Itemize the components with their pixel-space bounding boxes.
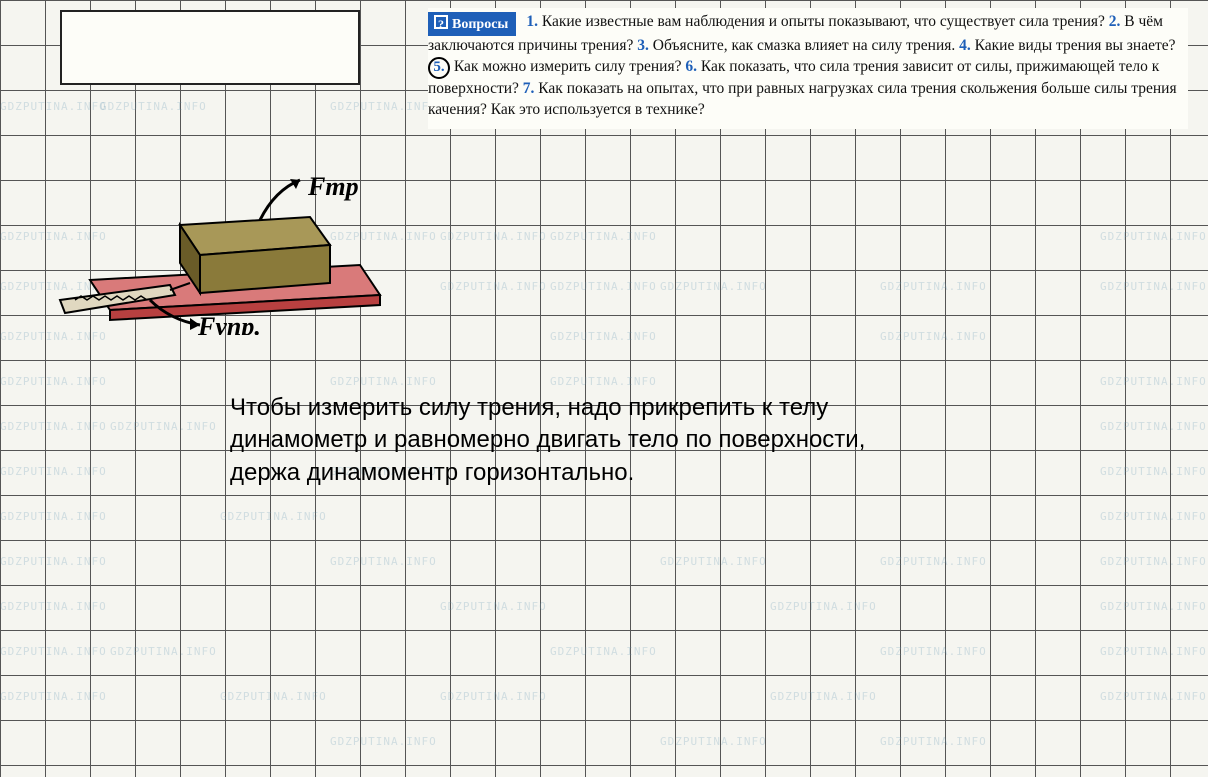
watermark-text: GDZPUTINA.INFO — [330, 555, 437, 568]
watermark-text: GDZPUTINA.INFO — [660, 280, 767, 293]
q5-number-circled: 5. — [428, 57, 450, 79]
watermark-text: GDZPUTINA.INFO — [880, 280, 987, 293]
watermark-text: GDZPUTINA.INFO — [330, 375, 437, 388]
answer-line-3: держа динамоментр горизонтально. — [230, 457, 990, 489]
watermark-text: GDZPUTINA.INFO — [1100, 420, 1207, 433]
watermark-text: GDZPUTINA.INFO — [1100, 555, 1207, 568]
questions-text: 1. Какие известные вам наблюдения и опыт… — [428, 13, 1177, 118]
q3-text: Объясните, как смазка влияет на силу тре… — [649, 37, 959, 54]
watermark-text: GDZPUTINA.INFO — [1100, 510, 1207, 523]
watermark-text: GDZPUTINA.INFO — [0, 510, 107, 523]
watermark-text: GDZPUTINA.INFO — [0, 555, 107, 568]
answer-line-1: Чтобы измерить силу трения, надо прикреп… — [230, 392, 990, 424]
q3-number: 3. — [637, 37, 649, 54]
watermark-text: GDZPUTINA.INFO — [440, 230, 547, 243]
friction-diagram: Fтр Fупр. — [30, 165, 390, 335]
watermark-text: GDZPUTINA.INFO — [100, 100, 207, 113]
answer-line-2: динамометр и равномерно двигать тело по … — [230, 424, 990, 456]
watermark-text: GDZPUTINA.INFO — [440, 600, 547, 613]
q7-number: 7. — [523, 80, 535, 97]
diagram-svg: Fтр Fупр. — [30, 165, 390, 335]
watermark-text: GDZPUTINA.INFO — [110, 420, 217, 433]
watermark-text: GDZPUTINA.INFO — [550, 645, 657, 658]
watermark-text: GDZPUTINA.INFO — [880, 735, 987, 748]
watermark-text: GDZPUTINA.INFO — [440, 690, 547, 703]
watermark-text: GDZPUTINA.INFO — [550, 280, 657, 293]
watermark-text: GDZPUTINA.INFO — [0, 600, 107, 613]
watermark-text: GDZPUTINA.INFO — [1100, 465, 1207, 478]
friction-label: Fтр — [307, 172, 359, 201]
q2-number: 2. — [1109, 13, 1121, 30]
question-mark-icon: ? — [434, 15, 448, 29]
q6-number: 6. — [685, 58, 697, 75]
watermark-text: GDZPUTINA.INFO — [880, 330, 987, 343]
questions-badge: ? Вопросы — [428, 12, 516, 36]
watermark-text: GDZPUTINA.INFO — [770, 690, 877, 703]
watermark-text: GDZPUTINA.INFO — [0, 100, 107, 113]
q4-text: Какие виды трения вы знаете? — [971, 37, 1176, 54]
watermark-text: GDZPUTINA.INFO — [660, 735, 767, 748]
q5-text: Как можно измерить силу трения? — [450, 58, 685, 75]
watermark-text: GDZPUTINA.INFO — [0, 645, 107, 658]
watermark-text: GDZPUTINA.INFO — [550, 230, 657, 243]
friction-arrow-line — [260, 180, 300, 220]
watermark-text: GDZPUTINA.INFO — [770, 600, 877, 613]
q4-number: 4. — [959, 37, 971, 54]
watermark-text: GDZPUTINA.INFO — [220, 510, 327, 523]
watermark-text: GDZPUTINA.INFO — [110, 645, 217, 658]
q1-text: Какие известные вам наблюдения и опыты п… — [538, 13, 1109, 30]
watermark-text: GDZPUTINA.INFO — [660, 555, 767, 568]
watermark-text: GDZPUTINA.INFO — [1100, 690, 1207, 703]
watermark-text: GDZPUTINA.INFO — [550, 330, 657, 343]
spring-label: Fупр. — [197, 312, 261, 335]
q7-text: Как показать на опытах, что при равных н… — [428, 80, 1177, 118]
answer-text: Чтобы измерить силу трения, надо прикреп… — [230, 392, 990, 489]
watermark-text: GDZPUTINA.INFO — [880, 555, 987, 568]
q1-number: 1. — [526, 13, 538, 30]
watermark-text: GDZPUTINA.INFO — [330, 735, 437, 748]
watermark-text: GDZPUTINA.INFO — [0, 690, 107, 703]
questions-badge-label: Вопросы — [452, 17, 508, 32]
watermark-text: GDZPUTINA.INFO — [0, 465, 107, 478]
watermark-text: GDZPUTINA.INFO — [550, 375, 657, 388]
watermark-text: GDZPUTINA.INFO — [220, 690, 327, 703]
questions-panel: ? Вопросы 1. Какие известные вам наблюден… — [428, 8, 1188, 129]
watermark-text: GDZPUTINA.INFO — [440, 280, 547, 293]
watermark-text: GDZPUTINA.INFO — [0, 420, 107, 433]
watermark-text: GDZPUTINA.INFO — [880, 645, 987, 658]
watermark-text: GDZPUTINA.INFO — [1100, 375, 1207, 388]
watermark-text: GDZPUTINA.INFO — [1100, 600, 1207, 613]
input-rectangle — [60, 10, 360, 85]
watermark-text: GDZPUTINA.INFO — [1100, 230, 1207, 243]
watermark-text: GDZPUTINA.INFO — [330, 100, 437, 113]
watermark-text: GDZPUTINA.INFO — [1100, 645, 1207, 658]
watermark-text: GDZPUTINA.INFO — [0, 375, 107, 388]
watermark-text: GDZPUTINA.INFO — [1100, 280, 1207, 293]
